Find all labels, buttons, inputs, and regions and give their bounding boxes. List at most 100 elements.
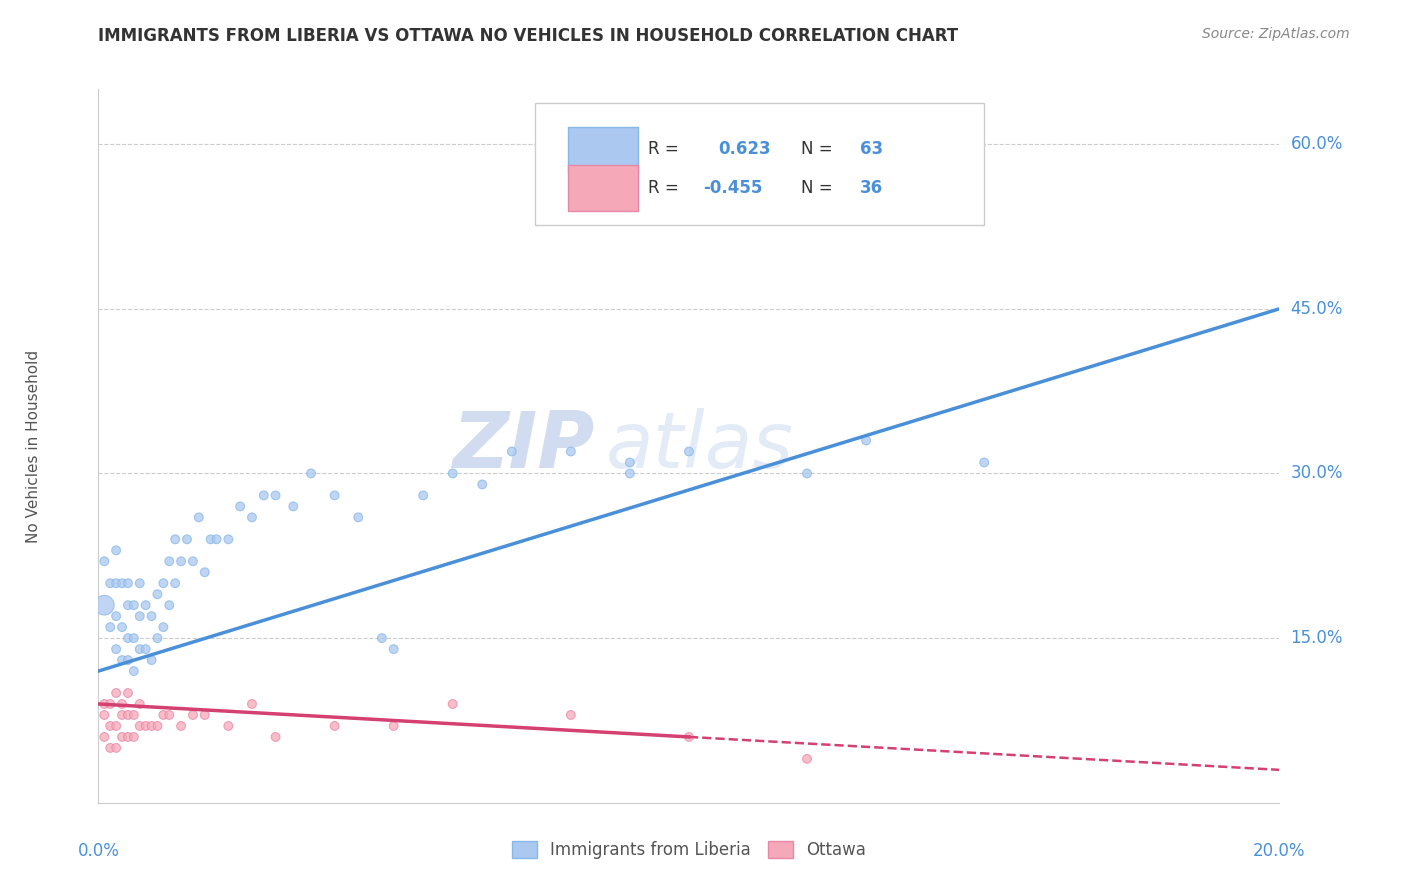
Point xyxy=(796,752,818,766)
Point xyxy=(181,708,204,723)
Point xyxy=(105,719,128,733)
Point xyxy=(471,477,494,491)
Point xyxy=(122,730,145,744)
Point xyxy=(253,488,276,502)
Point xyxy=(98,740,121,755)
Point xyxy=(122,664,145,678)
Point xyxy=(93,598,115,612)
Point xyxy=(229,500,252,514)
Point xyxy=(93,554,115,568)
Point xyxy=(152,576,174,591)
Text: N =: N = xyxy=(801,178,838,196)
Legend: Immigrants from Liberia, Ottawa: Immigrants from Liberia, Ottawa xyxy=(505,834,873,866)
Point xyxy=(135,719,157,733)
Point xyxy=(117,686,139,700)
Point xyxy=(157,708,180,723)
Point xyxy=(170,719,193,733)
Point xyxy=(111,653,134,667)
Point xyxy=(165,576,187,591)
Point xyxy=(299,467,322,481)
Point xyxy=(560,444,582,458)
Point xyxy=(194,708,217,723)
Point xyxy=(347,510,370,524)
Point xyxy=(194,566,217,580)
Text: Source: ZipAtlas.com: Source: ZipAtlas.com xyxy=(1202,27,1350,41)
Point xyxy=(157,598,180,612)
Point xyxy=(117,576,139,591)
Point xyxy=(855,434,877,448)
Point xyxy=(146,719,169,733)
Point xyxy=(141,719,163,733)
Point xyxy=(128,576,150,591)
Point xyxy=(501,444,523,458)
Point xyxy=(128,719,150,733)
Point xyxy=(117,708,139,723)
FancyBboxPatch shape xyxy=(568,127,638,173)
Point xyxy=(152,620,174,634)
Point xyxy=(135,598,157,612)
Point xyxy=(170,554,193,568)
Point xyxy=(105,642,128,657)
Point xyxy=(105,740,128,755)
Point xyxy=(200,533,222,547)
Point xyxy=(619,467,641,481)
Point xyxy=(105,576,128,591)
Text: 0.623: 0.623 xyxy=(718,140,770,158)
Point xyxy=(217,533,239,547)
Text: No Vehicles in Household: No Vehicles in Household xyxy=(25,350,41,542)
Point xyxy=(111,708,134,723)
Point xyxy=(157,554,180,568)
Point xyxy=(678,730,700,744)
Point xyxy=(146,587,169,601)
FancyBboxPatch shape xyxy=(536,103,984,225)
Point xyxy=(619,455,641,469)
Point xyxy=(93,708,115,723)
Point xyxy=(93,730,115,744)
Point xyxy=(205,533,228,547)
Text: 36: 36 xyxy=(860,178,883,196)
Point xyxy=(323,719,346,733)
Point xyxy=(412,488,434,502)
Point xyxy=(796,467,818,481)
Text: 45.0%: 45.0% xyxy=(1291,300,1343,318)
Point xyxy=(382,642,405,657)
Point xyxy=(111,576,134,591)
Point xyxy=(105,609,128,624)
Point xyxy=(117,730,139,744)
Text: N =: N = xyxy=(801,140,838,158)
Point xyxy=(264,730,287,744)
Point xyxy=(737,214,759,228)
Text: IMMIGRANTS FROM LIBERIA VS OTTAWA NO VEHICLES IN HOUSEHOLD CORRELATION CHART: IMMIGRANTS FROM LIBERIA VS OTTAWA NO VEH… xyxy=(98,27,959,45)
FancyBboxPatch shape xyxy=(568,165,638,211)
Text: 20.0%: 20.0% xyxy=(1253,842,1306,860)
Point xyxy=(135,642,157,657)
Point xyxy=(678,444,700,458)
Point xyxy=(117,598,139,612)
Point xyxy=(111,730,134,744)
Point xyxy=(264,488,287,502)
Point xyxy=(181,554,204,568)
Text: R =: R = xyxy=(648,140,683,158)
Text: -0.455: -0.455 xyxy=(703,178,762,196)
Text: ZIP: ZIP xyxy=(453,408,595,484)
Point xyxy=(128,642,150,657)
Text: atlas: atlas xyxy=(606,408,794,484)
Point xyxy=(105,686,128,700)
Point xyxy=(371,631,394,645)
Point xyxy=(93,697,115,711)
Point xyxy=(117,653,139,667)
Point xyxy=(141,609,163,624)
Point xyxy=(152,708,174,723)
Point xyxy=(122,598,145,612)
Point xyxy=(128,697,150,711)
Point xyxy=(187,510,209,524)
Point xyxy=(98,620,121,634)
Point xyxy=(141,653,163,667)
Text: 60.0%: 60.0% xyxy=(1291,135,1343,153)
Point xyxy=(111,697,134,711)
Point xyxy=(382,719,405,733)
Point xyxy=(165,533,187,547)
Point xyxy=(98,719,121,733)
Text: 0.0%: 0.0% xyxy=(77,842,120,860)
Text: R =: R = xyxy=(648,178,683,196)
